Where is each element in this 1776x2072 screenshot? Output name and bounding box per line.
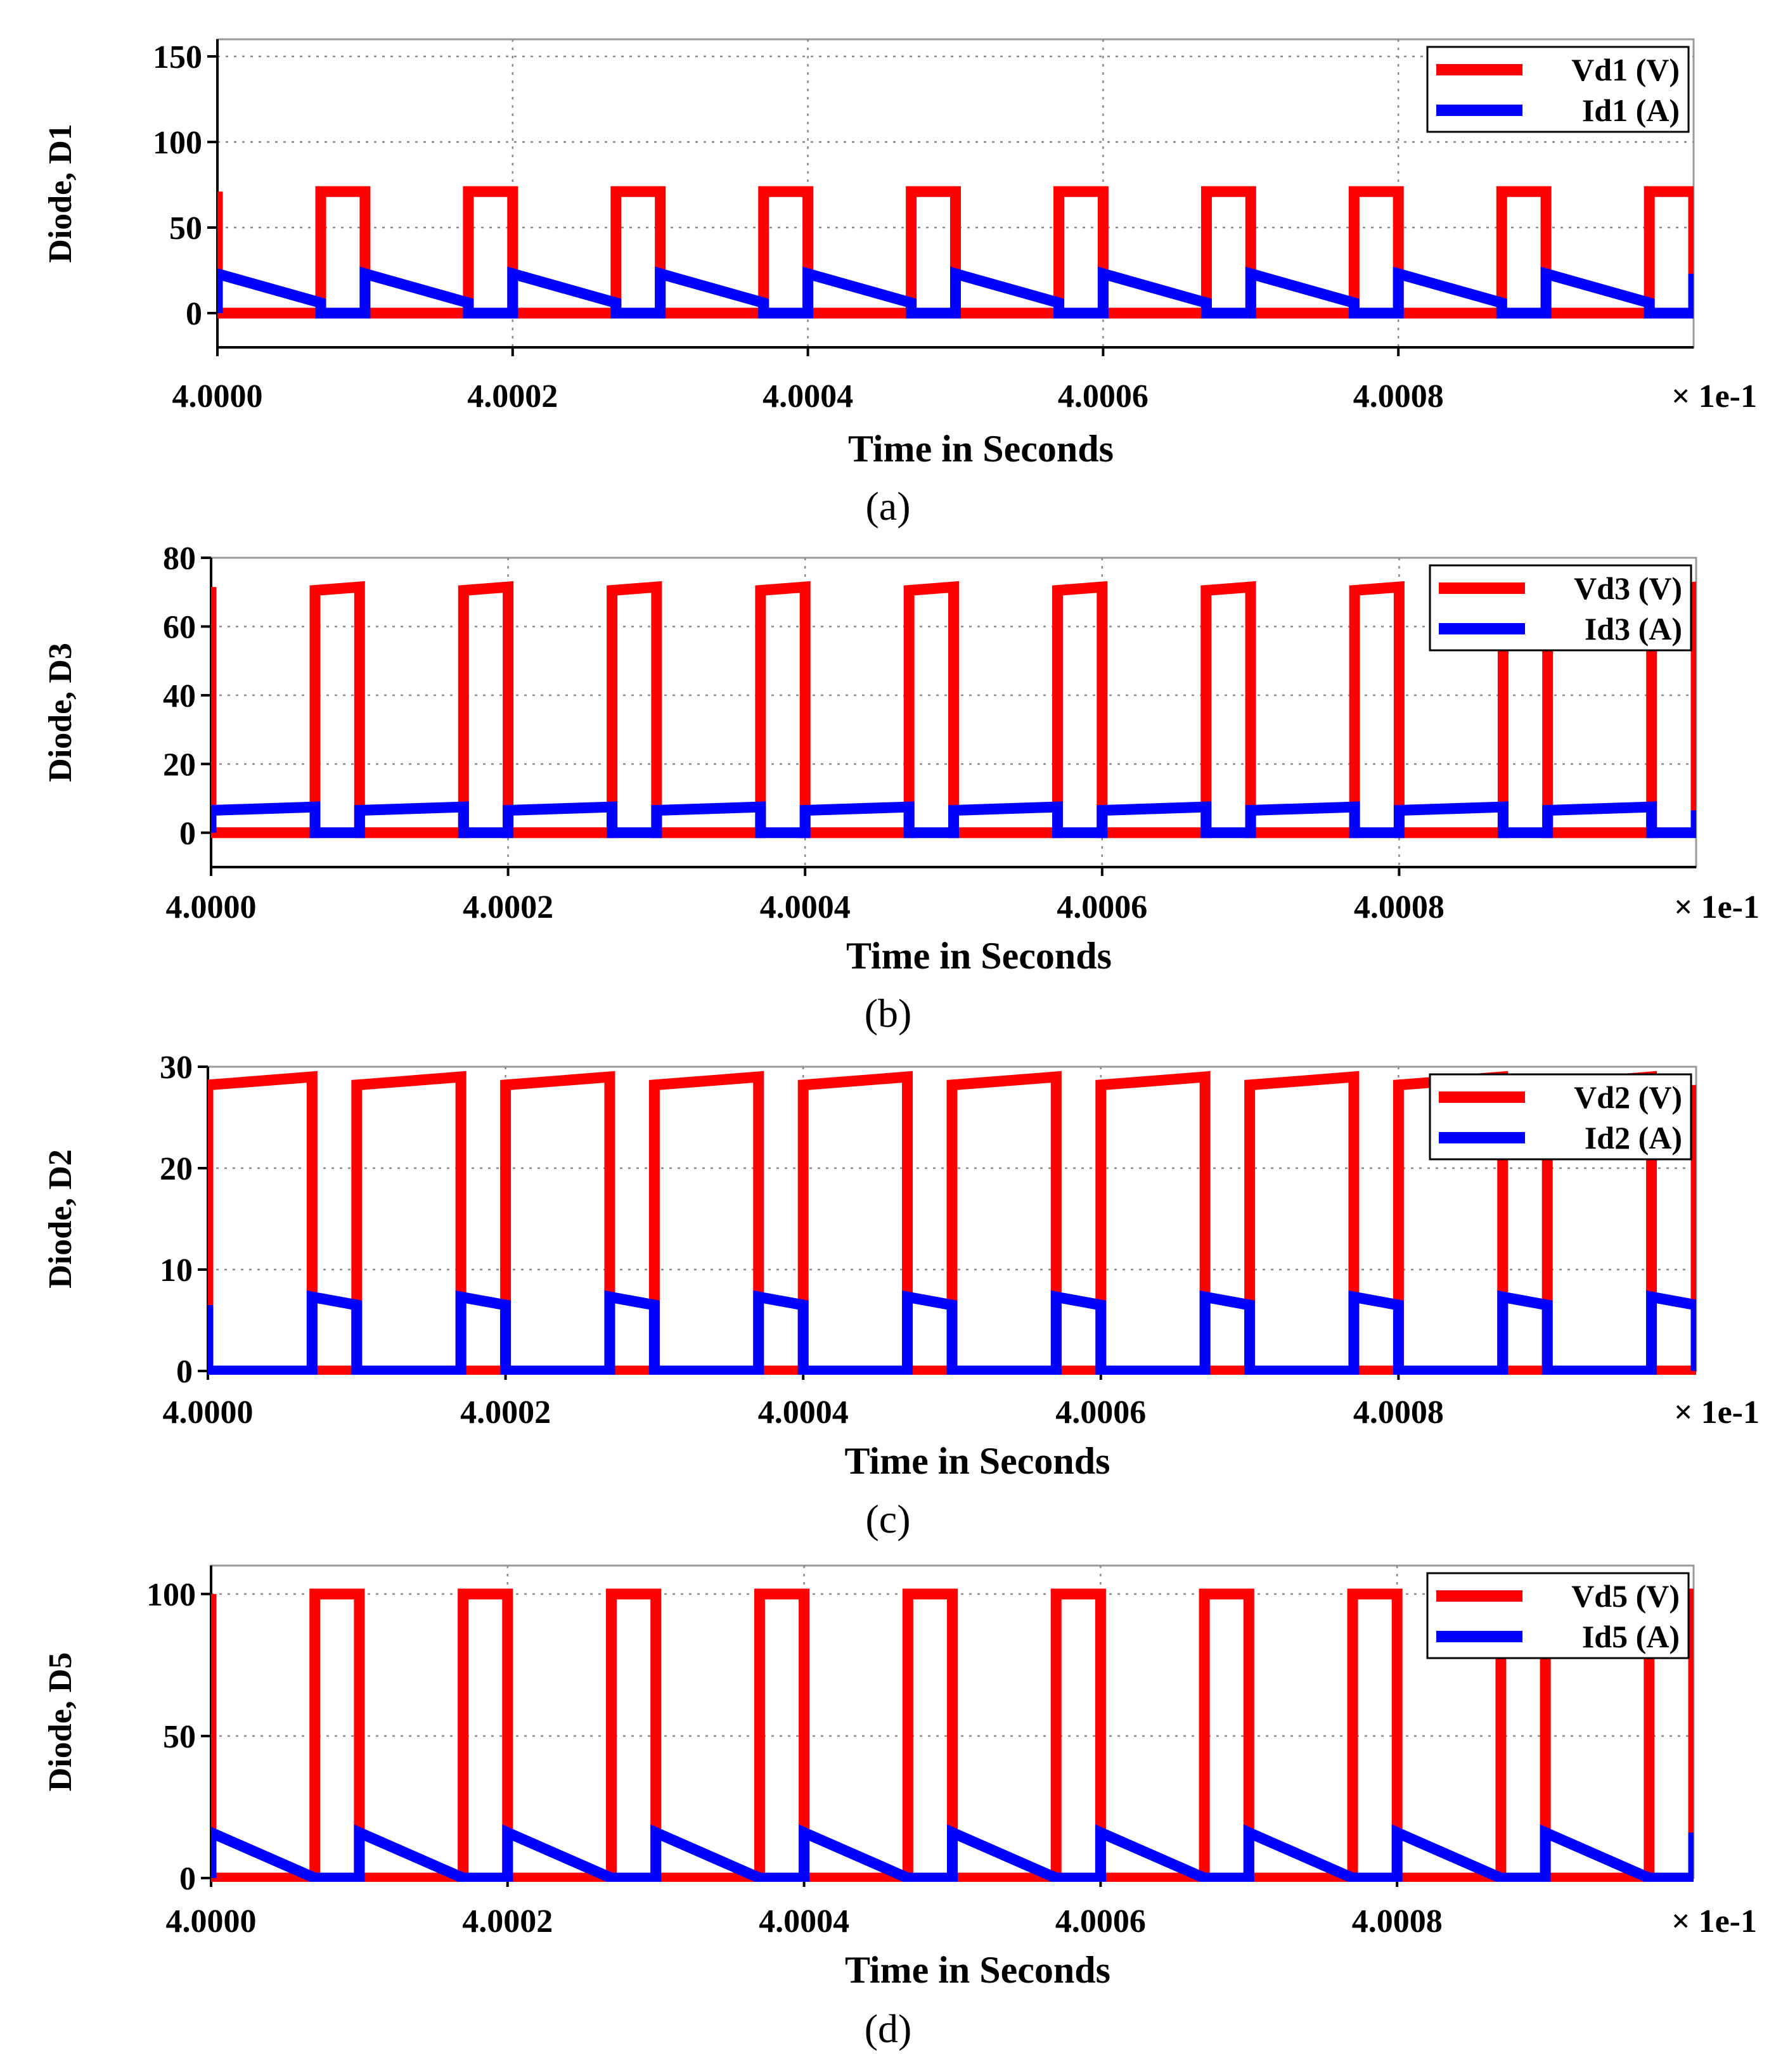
x-axis-title: Time in Seconds [845,1440,1110,1482]
x-tick-label: 4.0008 [1353,1394,1444,1431]
chart-panel-b: 0 20 40 60 80 4.0000 4.0002 4.0004 4.0006 4.0008 ×… [42,541,1760,1036]
y-tick-label: 60 [163,609,196,645]
chart-panel-a: 0 50 100 150 4.0000 4.0002 4.0004 4.0006 4.0008 ×… [42,38,1757,529]
x-tick-label: 4.0000 [172,378,263,415]
y-tick-label: 0 [179,1861,196,1897]
legend-label: Vd2 (V) [1574,1079,1682,1115]
panel-caption: (d) [865,2006,912,2051]
x-tick-label: 4.0008 [1354,889,1445,925]
x-tick-label: 4.0008 [1353,378,1444,415]
x-tick-label: 4.0006 [1058,378,1149,415]
legend-label: Id2 (A) [1585,1120,1682,1155]
x-multiplier-label: × 1e-1 [1674,1394,1760,1431]
y-tick-label: 0 [176,1354,193,1390]
y-tick-label: 20 [163,747,196,783]
legend-box [1426,1572,1690,1659]
x-tick-label: 4.0006 [1055,1903,1146,1940]
x-tick-label: 4.0000 [163,1394,254,1431]
y-axis-title: Diode, D1 [42,124,79,263]
series-line-current [208,1290,1696,1375]
series-line-voltage [211,581,1696,839]
y-tick-label: 0 [186,296,202,332]
x-tick-label: 4.0002 [462,1903,553,1940]
x-tick-label: 4.0008 [1352,1903,1443,1940]
y-tick-label: 0 [179,816,196,852]
legend-box [1429,1073,1692,1161]
panel-caption: (b) [865,991,912,1036]
legend-label: Vd3 (V) [1574,570,1682,606]
x-tick-label: 4.0002 [463,889,553,925]
chart-panel-d: 0 50 100 4.0000 4.0002 4.0004 4.0006 4.0008 × 1e… [42,1564,1757,2051]
x-tick-label: 4.0004 [760,889,851,925]
x-axis-title: Time in Seconds [848,428,1114,470]
legend-label: Vd1 (V) [1571,52,1680,87]
x-tick-label: 4.0006 [1057,889,1147,925]
panel-caption: (a) [865,484,910,529]
y-tick-label: 150 [153,39,202,75]
y-axis-title: Diode, D2 [42,1149,79,1289]
x-tick-label: 4.0004 [758,1394,849,1431]
y-tick-label: 80 [163,541,196,577]
series-line-current [211,801,1696,839]
y-axis-title: Diode, D5 [42,1652,79,1792]
y-tick-label: 30 [160,1050,193,1086]
legend-label: Vd5 (V) [1571,1578,1680,1614]
y-tick-label: 50 [169,210,202,247]
series-line-voltage [217,186,1694,319]
y-tick-label: 20 [160,1151,193,1187]
x-tick-label: 4.0004 [759,1903,849,1940]
y-axis-title: Diode, D3 [42,643,79,782]
series-line-voltage [211,1588,1694,1882]
x-multiplier-label: × 1e-1 [1674,889,1760,925]
y-tick-label: 100 [146,1577,196,1613]
x-tick-label: 4.0000 [166,1903,257,1940]
x-axis-title: Time in Seconds [845,1949,1110,1991]
series-line-current [211,1824,1694,1882]
y-tick-label: 50 [163,1719,196,1755]
x-tick-label: 4.0006 [1055,1394,1146,1431]
legend-label: Id3 (A) [1585,611,1682,647]
legend-box [1426,46,1690,133]
legend-box [1429,564,1692,652]
y-tick-label: 40 [163,678,196,714]
y-tick-label: 10 [160,1252,193,1289]
x-multiplier-label: × 1e-1 [1671,1903,1757,1940]
legend-label: Id1 (A) [1582,93,1680,128]
x-tick-label: 4.0002 [467,378,558,415]
y-tick-label: 100 [153,125,202,161]
chart-panel-c: 0 10 20 30 4.0000 4.0002 4.0004 4.0006 4.0008 × 1… [42,1050,1760,1541]
x-tick-label: 4.0000 [166,889,257,925]
panel-caption: (c) [865,1496,910,1541]
x-tick-label: 4.0004 [763,378,853,415]
series-line-current [217,266,1694,319]
x-axis-title: Time in Seconds [846,935,1112,977]
x-multiplier-label: × 1e-1 [1671,378,1757,415]
legend-label: Id5 (A) [1582,1619,1680,1654]
x-tick-label: 4.0002 [460,1394,551,1431]
